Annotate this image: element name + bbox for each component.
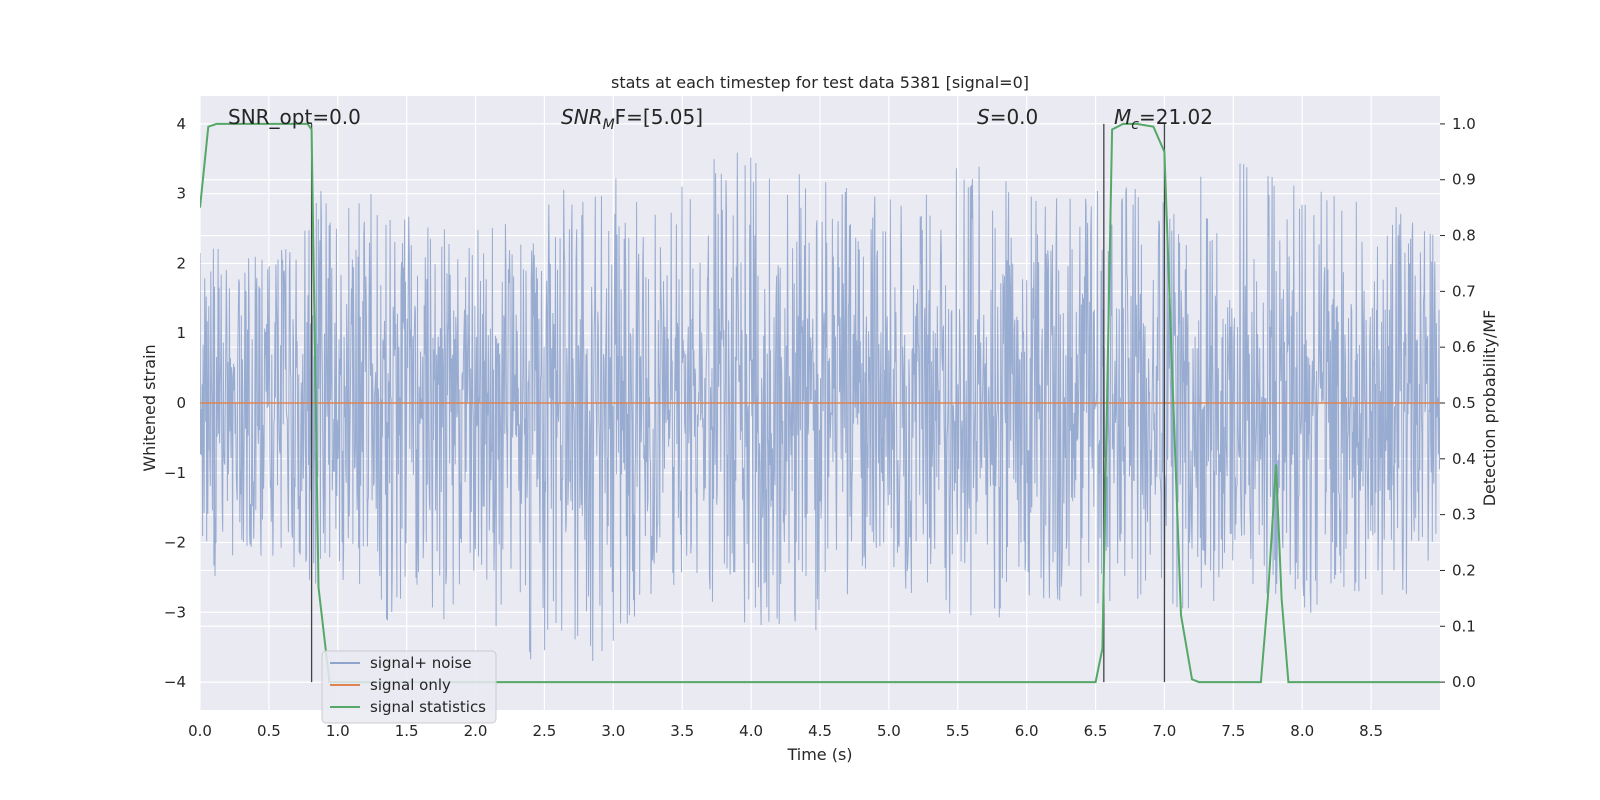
y-tick-label: −3 bbox=[164, 603, 186, 621]
annotation-mc: Mc=21.02 bbox=[1114, 105, 1213, 133]
y2-tick-label: 0.1 bbox=[1452, 617, 1476, 635]
x-tick-label: 4.5 bbox=[808, 722, 832, 740]
y-tick-label: −2 bbox=[164, 534, 186, 552]
y-tick-label: 1 bbox=[176, 324, 186, 342]
y-axis-label: Whitened strain bbox=[140, 344, 159, 471]
legend-label-noise: signal+ noise bbox=[370, 654, 472, 672]
x-tick-label: 5.5 bbox=[946, 722, 970, 740]
legend-box bbox=[321, 650, 497, 724]
signal-statistics-series bbox=[200, 122, 1440, 684]
x-tick-label: 1.0 bbox=[326, 722, 350, 740]
x-tick-label: 0.5 bbox=[257, 722, 281, 740]
y2-axis-label: Detection probability/MF bbox=[1480, 310, 1499, 507]
x-tick-label: 7.0 bbox=[1153, 722, 1177, 740]
y2-tick-label: 0.2 bbox=[1452, 561, 1476, 579]
x-tick-label: 2.5 bbox=[533, 722, 557, 740]
x-tick-label: 0.0 bbox=[188, 722, 212, 740]
signal-statistics-line bbox=[200, 122, 1440, 684]
x-tick-label: 1.5 bbox=[395, 722, 419, 740]
annotation-snr-opt: SNR_opt=0.0 bbox=[228, 105, 361, 129]
annotation-s: S=0.0 bbox=[977, 105, 1038, 129]
x-tick-labels: 0.0 0.5 1.0 1.5 2.0 2.5 3.0 3.5 4.0 4.5 5.0 5.5 6.0 6… bbox=[188, 722, 1383, 740]
y2-tick-label: 0.5 bbox=[1452, 394, 1476, 412]
y-tick-label: −1 bbox=[164, 464, 186, 482]
x-tick-label: 8.5 bbox=[1359, 722, 1383, 740]
y2-tick-label: 0.8 bbox=[1452, 227, 1476, 245]
x-tick-label: 6.0 bbox=[1015, 722, 1039, 740]
y2-tick-label: 0.7 bbox=[1452, 282, 1476, 300]
chart-title: stats at each timestep for test data 538… bbox=[611, 73, 1029, 92]
y-tick-label: 4 bbox=[176, 115, 186, 133]
x-axis-label: Time (s) bbox=[786, 745, 852, 764]
legend: signal+ noise signal only signal statist… bbox=[321, 650, 497, 724]
y2-tick-label: 0.0 bbox=[1452, 673, 1476, 691]
y2-tick-label: 0.3 bbox=[1452, 506, 1476, 524]
y-tick-label: 3 bbox=[176, 185, 186, 203]
y2-tick-label: 0.6 bbox=[1452, 338, 1476, 356]
y-tick-label: 0 bbox=[176, 394, 186, 412]
x-tick-label: 6.5 bbox=[1084, 722, 1108, 740]
signal-noise-line bbox=[200, 152, 1440, 662]
y-tick-label: −4 bbox=[164, 673, 186, 691]
y2-tick-label: 0.9 bbox=[1452, 171, 1476, 189]
signal-noise-series bbox=[200, 152, 1440, 662]
x-tick-label: 3.0 bbox=[601, 722, 625, 740]
y2-tick-label: 0.4 bbox=[1452, 450, 1476, 468]
y2-tick-labels: 1.0 0.9 0.8 0.7 0.6 0.5 0.4 0.3 0.2 0.1 0.0 bbox=[1440, 115, 1476, 691]
annotation-snr-mf: SNRMF=[5.05] bbox=[561, 105, 703, 133]
y2-tick-label: 1.0 bbox=[1452, 115, 1476, 133]
x-tick-label: 4.0 bbox=[739, 722, 763, 740]
y-tick-labels: 4 3 2 1 0 −1 −2 −3 −4 bbox=[164, 115, 186, 691]
y-tick-label: 2 bbox=[176, 254, 186, 272]
legend-label-stats: signal statistics bbox=[370, 698, 486, 716]
x-tick-label: 3.5 bbox=[670, 722, 694, 740]
x-tick-label: 2.0 bbox=[464, 722, 488, 740]
legend-label-signal: signal only bbox=[370, 676, 451, 694]
x-tick-label: 7.5 bbox=[1221, 722, 1245, 740]
x-tick-label: 8.0 bbox=[1290, 722, 1314, 740]
x-tick-label: 5.0 bbox=[877, 722, 901, 740]
